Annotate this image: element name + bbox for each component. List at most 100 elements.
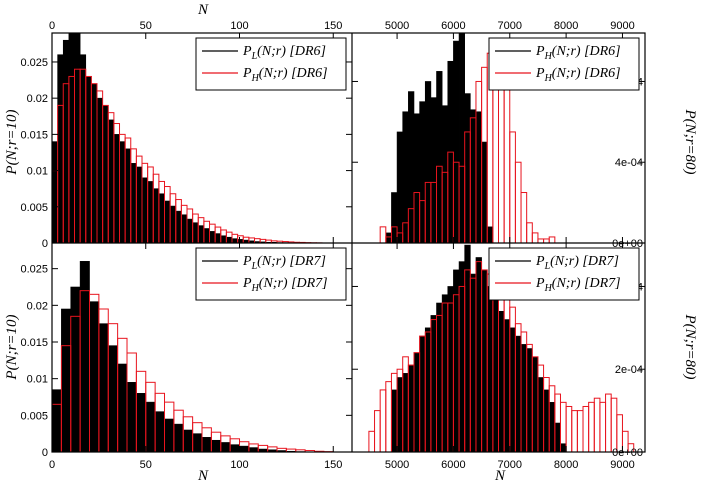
y-tick-label: 0.025 (20, 264, 48, 276)
outline-bar-bottom-right (379, 389, 387, 452)
outline-bar-bottom-right (385, 381, 392, 452)
filled-bar-bottom-right (509, 327, 516, 452)
outline-bar-top-right (543, 238, 550, 243)
filled-bar-top-left (113, 134, 120, 243)
filled-bar-bottom-left (173, 423, 184, 452)
filled-bar-bottom-right (458, 261, 465, 452)
y-tick-label: 0.005 (20, 202, 48, 214)
filled-bar-bottom-left (89, 301, 100, 452)
panel-bottom-left: 0 50 100 150 0 0.005 0.01 0.015 0.02 0.025 PL(N;r)… (20, 243, 352, 471)
filled-bar-top-right (402, 111, 409, 243)
filled-bar-bottom-left (201, 437, 212, 452)
x-tick-label: 5000 (385, 20, 409, 32)
right-ylabel-bottom: P(N;r=80) (682, 313, 698, 379)
x-tick-label: 100 (230, 459, 248, 471)
legend-label: PL(N;r) [DR6] (242, 44, 326, 62)
filled-bar-top-left (164, 200, 171, 243)
filled-bar-top-left (107, 119, 115, 243)
filled-bar-bottom-left (52, 389, 62, 452)
x-tick-label: 0 (49, 459, 55, 471)
filled-bar-bottom-right (436, 302, 443, 452)
filled-bar-top-right (486, 226, 494, 243)
filled-bar-bottom-right (481, 269, 488, 452)
bottom-xlabel-left: N (197, 468, 209, 484)
legend-label: PL(N;r) [DR7] (535, 254, 619, 272)
outline-bar-bottom-right (582, 405, 590, 452)
outline-bar-bottom-right (593, 397, 601, 452)
bars-bottom-left (52, 261, 334, 452)
filled-bar-bottom-left (145, 401, 156, 452)
y-tick-label: 4e-04 (615, 157, 643, 169)
x-tick-label: 100 (230, 20, 248, 32)
filled-bar-top-left (141, 177, 148, 243)
filled-bar-bottom-right (492, 294, 499, 452)
filled-bar-bottom-right (402, 373, 409, 452)
filled-bar-bottom-right (503, 319, 511, 452)
left-ylabel-top: P(N;r=10) (4, 109, 20, 175)
legend-bottom-right: PL(N;r) [DR7] PH(N;r) [DR7] (488, 247, 640, 301)
filled-bar-bottom-right (543, 389, 550, 452)
filled-bar-bottom-right (475, 257, 482, 452)
x-tick-label: 9000 (610, 459, 634, 471)
outline-bar-top-right (520, 192, 528, 243)
filled-bar-top-right (464, 93, 471, 243)
legend-box (488, 247, 640, 301)
filled-bar-top-left (79, 54, 87, 243)
filled-bar-top-left (136, 166, 143, 243)
y-tick-label: 0 (42, 238, 48, 250)
y-tick-label: 0.015 (20, 129, 48, 141)
x-tick-label: 50 (140, 459, 152, 471)
filled-bar-bottom-right (424, 327, 432, 452)
outline-bar-top-right (537, 238, 545, 243)
filled-bar-top-left (68, 33, 75, 243)
filled-bar-top-right (419, 101, 426, 243)
y-tick-label: 0.01 (27, 166, 48, 178)
x-tick-label: 7000 (498, 20, 522, 32)
filled-bar-top-left (62, 39, 70, 243)
legend-label: PL(N;r) [DR7] (242, 254, 326, 272)
filled-bar-bottom-left (211, 439, 222, 452)
bottom-xlabel-right: N (494, 468, 506, 484)
filled-bar-bottom-right (470, 273, 477, 452)
filled-bar-top-left (124, 148, 132, 243)
y-tick-label: 0.02 (27, 93, 48, 105)
x-tick-label: 8000 (554, 20, 578, 32)
y-tick-label: 0 (42, 447, 48, 459)
filled-bar-bottom-left (220, 442, 231, 452)
y-tick-label: 0.02 (27, 300, 48, 312)
filled-bar-top-right (436, 71, 443, 243)
chart-panels: 0 50 100 150 0 0.005 0.01 0.015 0.02 0.025 PL(N;r)… (20, 20, 645, 471)
filled-bar-bottom-right (447, 286, 454, 452)
legend-label: PH(N;r) [DR6] (535, 44, 621, 62)
filled-bar-bottom-left (107, 345, 118, 452)
filled-bar-bottom-right (554, 422, 561, 452)
filled-bar-top-left (74, 33, 81, 243)
outline-bar-top-right (526, 222, 533, 243)
filled-bar-top-left (119, 141, 126, 243)
filled-bar-top-left (231, 238, 238, 243)
filled-bar-top-left (158, 193, 165, 243)
filled-bar-top-left (152, 188, 160, 243)
filled-bar-top-right (453, 40, 460, 243)
outline-bar-bottom-right (588, 401, 595, 452)
outline-bar-bottom-right (368, 430, 376, 452)
filled-bar-top-left (226, 236, 233, 243)
x-tick-label: 7000 (498, 459, 522, 471)
y-tick-label: 0e+00 (612, 447, 643, 459)
filled-bar-top-left (96, 97, 103, 243)
filled-bar-bottom-right (430, 315, 437, 452)
outline-bar-bottom-right (571, 410, 578, 452)
y-tick-label: 0.01 (27, 374, 48, 386)
filled-bar-top-left (169, 205, 177, 243)
bars-bottom-right (368, 244, 635, 452)
filled-bar-top-right (430, 97, 437, 243)
filled-bar-bottom-left (164, 418, 175, 452)
filled-bar-bottom-left (98, 323, 109, 452)
top-axis-label: N (197, 2, 209, 18)
filled-bar-bottom-right (526, 348, 533, 452)
filled-bar-top-left (203, 228, 210, 243)
x-tick-label: 5000 (385, 459, 409, 471)
x-tick-label: 50 (140, 20, 152, 32)
filled-bar-top-right (408, 91, 415, 243)
